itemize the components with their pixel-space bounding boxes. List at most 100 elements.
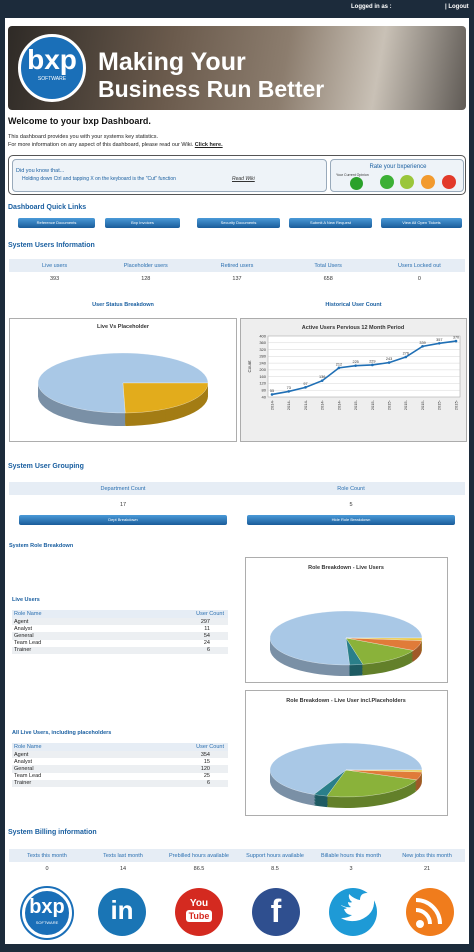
role-name: Agent — [14, 618, 29, 625]
stats-value: 21 — [423, 866, 431, 872]
smiley[interactable] — [400, 175, 414, 189]
role-name: Trainer — [14, 647, 32, 654]
logout-link[interactable]: | Logout — [445, 4, 469, 10]
stats-header: Prebilled hours available — [169, 852, 229, 859]
facebook-text: f — [270, 893, 282, 929]
welcome-line1: This dashboard provides you with your sy… — [8, 134, 159, 140]
stats-header: Total Users — [314, 262, 342, 269]
tip-heading: Did you know that... — [16, 168, 65, 174]
role-table-row — [12, 639, 228, 647]
facebook-icon[interactable] — [252, 888, 300, 936]
stats-header-band — [9, 482, 465, 495]
role-name: General — [14, 633, 34, 639]
grouping-button[interactable]: Dept Breakdown — [19, 515, 227, 525]
role-table-row — [12, 758, 228, 766]
status-heading: User Status Breakdown — [92, 302, 154, 308]
stats-header-band — [9, 849, 465, 862]
role-count: 354 — [200, 751, 210, 758]
role-table-row — [12, 765, 228, 773]
role-table-header: User Count — [196, 611, 224, 617]
smiley[interactable] — [421, 175, 435, 189]
tip-text: Holding down Ctrl and tapping X on the k… — [22, 176, 176, 182]
stats-value: 17 — [119, 502, 127, 508]
banner-logo-sub: SOFTWARE — [37, 76, 67, 82]
role-table-title: All Live Users, including placeholders — [12, 730, 112, 736]
role-table-header: User Count — [196, 744, 224, 750]
role-name: Trainer — [14, 780, 32, 787]
stats-header: Billable hours this month — [321, 852, 381, 859]
top-bar — [0, 0, 474, 18]
quick-link-button[interactable]: View All Open Tickets — [381, 218, 462, 228]
stats-value: 393 — [50, 276, 60, 282]
tip-wiki-link[interactable]: Read Wiki — [232, 176, 255, 182]
stats-value: 0 — [417, 276, 421, 282]
stats-value: 128 — [141, 276, 151, 282]
stats-header: Placeholder users — [123, 262, 168, 269]
stats-value: 86.5 — [193, 866, 205, 872]
grouping-button[interactable]: Hide Role Breakdown — [247, 515, 455, 525]
stats-value: 14 — [119, 866, 127, 872]
smiley[interactable] — [350, 177, 363, 190]
twitter-icon[interactable] — [329, 888, 377, 936]
role-name: Team Lead — [14, 640, 42, 647]
stats-value: 658 — [323, 276, 333, 282]
role-name: Analyst — [14, 625, 33, 632]
stats-header: Retired users — [220, 262, 254, 269]
smiley[interactable] — [380, 175, 394, 189]
role-count: 15 — [203, 758, 210, 765]
quick-link-button[interactable]: Reference Documents — [18, 218, 95, 228]
role-table-title: Live Users — [12, 597, 40, 603]
roles-title: System Role Breakdown — [9, 543, 74, 549]
users-title: System Users Information — [8, 242, 95, 249]
footer-bxp-sub: SOFTWARE — [35, 920, 59, 925]
stats-value: 3 — [349, 866, 353, 872]
wiki-link[interactable]: Click here. — [194, 142, 223, 148]
role-name: Agent — [14, 751, 29, 758]
tip-box — [12, 159, 327, 192]
banner-line1: Making Your — [98, 48, 246, 76]
role-count: 11 — [204, 625, 210, 632]
quick-link-button[interactable]: Submit A New Request — [289, 218, 372, 228]
smiley[interactable] — [442, 175, 456, 189]
youtube-bottom-text: Tube — [188, 911, 210, 921]
quick-links-title: Dashboard Quick Links — [8, 204, 87, 211]
role-count: 120 — [200, 766, 210, 772]
welcome-title: Welcome to your bxp Dashboard. — [8, 116, 151, 126]
role-count: 297 — [200, 618, 210, 625]
stats-header: Users Locked out — [397, 262, 441, 269]
footer-bxp[interactable] — [22, 888, 72, 938]
quick-link-button[interactable]: Security Documents — [197, 218, 280, 228]
tip-frame — [8, 155, 466, 195]
linkedin-icon[interactable] — [98, 888, 146, 936]
stats-value: 0 — [45, 866, 49, 872]
stats-header-band — [9, 259, 465, 272]
role-count: 25 — [203, 773, 210, 780]
stats-header: Texts last month — [103, 852, 143, 859]
role-table-row — [12, 625, 228, 633]
quick-link-button[interactable]: Bxp Invoices — [105, 218, 180, 228]
rate-subtitle: Your Current Opinion — [336, 173, 369, 177]
stats-header: Department Count — [100, 485, 146, 492]
welcome-text: For more information on any aspect of th… — [8, 142, 194, 148]
stats-header: Role Count — [337, 485, 365, 492]
role-table-row — [12, 632, 228, 640]
rate-title: Rate your bxperience — [369, 164, 427, 170]
stats-header: Support hours available — [246, 852, 304, 859]
role-table-header-band — [12, 743, 228, 751]
role-name: General — [14, 766, 34, 772]
role-table-header: Role Name — [14, 611, 42, 617]
banner-logo — [18, 34, 86, 102]
role-count: 6 — [206, 647, 210, 654]
stats-header: Texts this month — [27, 852, 67, 859]
logged-in-label: Logged in as : — [351, 4, 392, 10]
stats-value: 8.5 — [271, 866, 279, 872]
role-table-row — [12, 772, 228, 780]
billing-title: System Billing information — [8, 829, 97, 836]
rss-icon[interactable] — [406, 888, 454, 936]
grouping-title: System User Grouping — [8, 463, 84, 470]
role-count: 24 — [203, 640, 210, 647]
banner-logo-text: bxp — [27, 44, 77, 75]
history-heading: Historical User Count — [325, 302, 382, 308]
role-table-header: Role Name — [14, 744, 42, 750]
